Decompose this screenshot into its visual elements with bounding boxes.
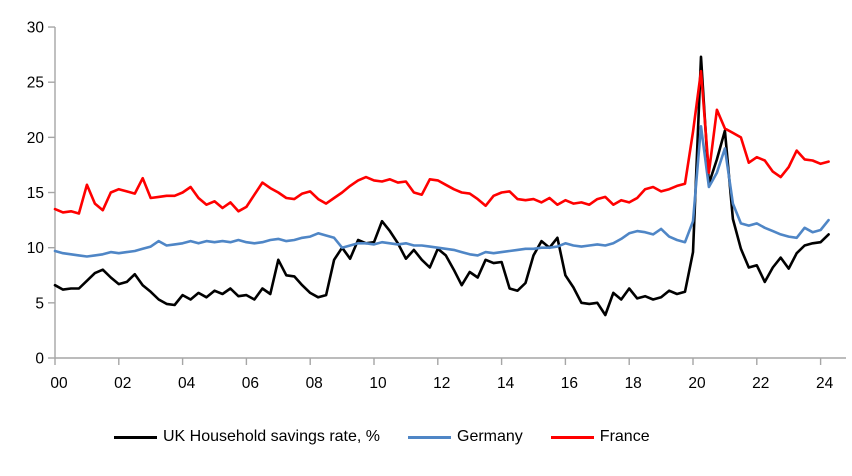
x-tick-label: 18 [625,375,642,392]
uk-line-swatch [114,435,157,439]
uk-legend-label: UK Household savings rate, % [163,428,380,445]
x-tick-label: 02 [114,375,131,392]
france-line-swatch [550,435,594,439]
x-tick-label: 00 [50,375,68,392]
chart-legend: UK Household savings rate, % Germany Fra… [0,428,852,446]
x-tick-label: 06 [242,375,259,392]
legend-item-uk: UK Household savings rate, % [114,428,380,446]
y-tick-label: 5 [35,295,44,312]
x-tick-label: 20 [688,375,706,392]
germany-line [53,125,830,258]
legend-item-france: France [550,428,650,446]
x-tick-label: 04 [178,375,196,392]
y-tick-label: 30 [27,20,45,37]
x-tick-label: 08 [306,375,323,392]
france-legend-label: France [599,428,650,445]
x-tick-label: 22 [752,375,769,392]
x-tick-label: 14 [497,375,515,392]
x-tick-label: 24 [816,375,834,392]
plot-area: 0 5 10 15 20 25 30 00 02 04 06 08 10 12 14 16 18 20 22 24 [27,20,846,392]
y-tick-label: 10 [27,240,45,257]
x-tick-label: 10 [369,375,387,392]
savings-chart-svg: 0 5 10 15 20 25 30 00 02 04 06 08 10 12 14 16 18 20 22 24 [27,20,846,392]
x-tick-label: 12 [433,375,450,392]
uk-line [53,55,830,317]
y-tick-label: 20 [27,130,45,147]
germany-line-swatch [408,435,451,439]
y-tick-label: 25 [27,75,44,92]
legend-item-germany: Germany [408,428,523,446]
x-tick-label: 16 [561,375,578,392]
y-tick-label: 0 [35,351,44,368]
france-line [53,69,830,215]
germany-legend-label: Germany [457,428,523,445]
y-tick-label: 15 [27,185,44,202]
